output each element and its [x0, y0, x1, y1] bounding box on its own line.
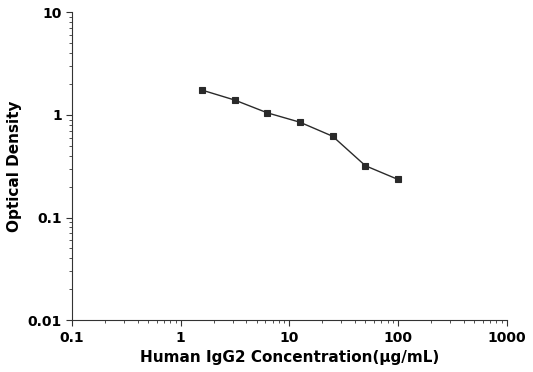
- X-axis label: Human IgG2 Concentration(μg/mL): Human IgG2 Concentration(μg/mL): [140, 350, 439, 365]
- Y-axis label: Optical Density: Optical Density: [7, 100, 22, 232]
